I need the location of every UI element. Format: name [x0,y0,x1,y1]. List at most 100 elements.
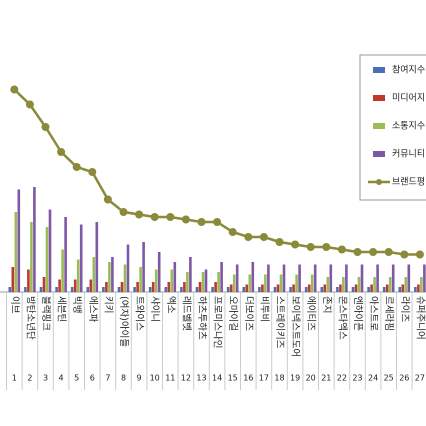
x-tick-label: 스트레이키즈 [274,296,285,349]
line-point [10,85,19,94]
bar [323,284,327,292]
rank-label: 6 [90,374,95,383]
bar [242,287,246,292]
x-tick-label: 이브 [9,296,20,314]
bar [24,287,27,292]
legend-swatch [373,151,385,157]
bar [385,284,389,292]
bar [404,277,408,292]
bar [86,287,90,292]
x-tick-label: 비투비 [258,296,269,322]
line-point [197,218,206,226]
bar [189,257,192,292]
line-point [353,248,362,256]
x-tick-label: 르세라핌 [383,296,394,331]
bar [120,282,124,292]
rank-label: 11 [165,374,175,383]
rank-label: 12 [181,374,191,383]
rank-label: 3 [43,374,48,383]
bar [70,287,74,292]
rank-label: 5 [74,374,79,383]
bar [304,287,308,292]
bar [273,287,277,292]
bar [388,277,392,292]
line-point [25,100,34,109]
bar [232,274,236,292]
bar [414,287,417,292]
bar [39,287,43,292]
rank-label: 27 [415,374,425,383]
bar [214,282,217,292]
line-point [119,208,128,216]
legend-swatch [373,95,385,101]
bar [108,262,111,292]
x-tick-label: 보이넥스트도어 [290,296,301,357]
x-tick-label: 트와이스 [134,296,146,331]
bar [157,252,161,292]
bar [17,189,21,292]
x-tick-label: 레드벨벳 [180,296,191,331]
bar [329,264,333,292]
bar [64,217,67,292]
legend-swatch [373,123,385,129]
bar [76,259,80,292]
bar [307,284,311,292]
line-point [415,250,424,259]
x-tick-label: 라이즈 [399,296,410,322]
rank-label: 20 [306,374,316,383]
bar [423,264,426,292]
bar [351,287,355,292]
rank-label: 25 [384,374,394,383]
bar [407,264,411,292]
bar [276,284,280,292]
bar [151,282,155,292]
x-tick-label: 존지 [321,296,332,313]
bar [183,282,186,292]
rank-label: 21 [321,374,331,383]
bar [211,287,214,292]
x-tick-label: 키키 [102,296,113,313]
x-tick-label: 샤이니 [149,296,160,322]
x-tick-label: 아스트로 [368,296,379,331]
line-point [150,213,159,221]
bar [376,264,379,292]
x-tick-label: (여자)아이들 [118,296,130,347]
rank-label: 7 [105,374,110,383]
bar [48,209,52,292]
bar [14,212,18,292]
rank-label: 18 [274,374,284,383]
bar [420,277,423,292]
x-tick-label: 하츠투하츠 [196,296,208,340]
bar [258,287,261,292]
rank-label: 10 [150,374,160,383]
bar [220,262,223,292]
bar [251,262,255,292]
line-point [259,233,268,241]
bar [173,262,177,292]
legend-box [359,54,426,201]
bar [45,227,49,292]
bar [370,284,373,292]
line-point [57,148,66,156]
line-point [166,213,175,221]
bar [111,257,114,292]
bar [11,267,15,292]
rank-label: 26 [399,374,409,383]
x-tick-label: 세븐틴 [56,296,67,322]
bar [126,244,130,292]
bar [55,287,58,292]
bar [61,249,64,292]
bar [382,287,386,292]
x-tick-label: 에이티즈 [305,296,316,331]
bar [167,282,171,292]
bar [154,269,158,292]
bar [89,279,93,292]
bar [30,222,33,292]
rank-label: 16 [243,374,253,383]
bar [298,264,301,292]
bar [79,224,83,292]
bar [417,284,420,292]
bar [148,287,152,292]
bar [360,264,364,292]
bar [248,274,252,292]
